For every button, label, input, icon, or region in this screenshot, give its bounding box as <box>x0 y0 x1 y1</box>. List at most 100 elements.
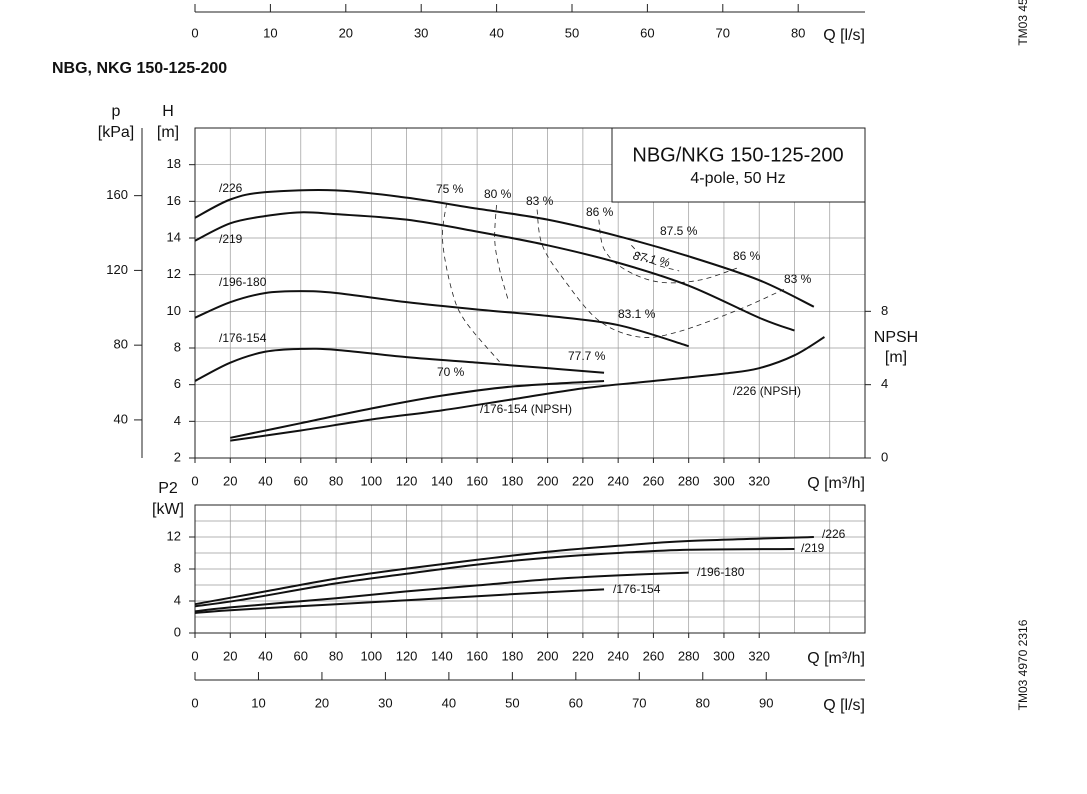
x-tick-label: 320 <box>748 648 770 663</box>
curve-label: /196-180 <box>219 275 267 289</box>
drawing-code: TM03 45 <box>1016 0 1030 46</box>
y-axis-unit: [m] <box>157 124 179 141</box>
x-tick-label: 90 <box>759 695 773 710</box>
curve <box>230 380 605 439</box>
x-tick-label: 180 <box>502 473 524 488</box>
x-tick-label: 260 <box>643 648 665 663</box>
x-tick-label: 160 <box>466 473 488 488</box>
y-tick-label: 4 <box>174 413 181 428</box>
y2-tick-label: 4 <box>881 376 888 391</box>
efficiency-curve <box>631 245 680 272</box>
curve-label: /226 (NPSH) <box>733 384 801 398</box>
efficiency-label: 87.5 % <box>660 224 698 238</box>
curve <box>194 571 689 613</box>
x-tick-label: 60 <box>294 648 308 663</box>
x-tick-label: 220 <box>572 648 594 663</box>
x-tick-label: 140 <box>431 648 453 663</box>
box-subtitle: 4-pole, 50 Hz <box>690 170 785 187</box>
efficiency-label: 86 % <box>586 205 614 219</box>
efficiency-label: 83 % <box>784 272 812 286</box>
box-title: NBG/NKG 150-125-200 <box>632 144 843 166</box>
x-tick-label: 10 <box>251 695 265 710</box>
x-axis-label: Q [m³/h] <box>807 475 865 492</box>
x-tick-label: 60 <box>640 25 654 40</box>
y-axis-unit: [kW] <box>152 501 184 518</box>
p-axis-unit: [kPa] <box>98 124 134 141</box>
plot-frame <box>194 127 866 459</box>
y2-tick-label: 8 <box>881 303 888 318</box>
x-tick-label: 20 <box>339 25 353 40</box>
curve <box>194 548 795 608</box>
x-tick-label: 120 <box>396 648 418 663</box>
p-tick-label: 160 <box>106 187 128 202</box>
y-tick-label: 10 <box>167 303 181 318</box>
x-tick-label: 0 <box>191 25 198 40</box>
curve <box>194 536 814 606</box>
curve <box>194 211 795 332</box>
x-tick-label: 200 <box>537 473 559 488</box>
y2-axis-label: NPSH <box>874 329 918 346</box>
x-tick-label: 30 <box>414 25 428 40</box>
curve-label: /226 <box>822 527 846 541</box>
x-tick-label: 300 <box>713 473 735 488</box>
efficiency-label: 80 % <box>484 187 512 201</box>
x-tick-label: 70 <box>716 25 730 40</box>
y-tick-label: 14 <box>167 229 181 244</box>
y-tick-label: 18 <box>167 156 181 171</box>
y-tick-label: 8 <box>174 560 181 575</box>
curve-label: /219 <box>801 541 825 555</box>
curve-label: /219 <box>219 232 243 246</box>
y-axis-label: H <box>162 103 174 120</box>
efficiency-label: 75 % <box>436 182 464 196</box>
x-tick-label: 100 <box>360 473 382 488</box>
x-tick-label: 40 <box>442 695 456 710</box>
x-tick-label: 70 <box>632 695 646 710</box>
x-tick-label: 0 <box>191 473 198 488</box>
x-tick-label: 280 <box>678 473 700 488</box>
x-tick-label: 280 <box>678 648 700 663</box>
y2-axis-unit: [m] <box>885 349 907 366</box>
x-tick-label: 300 <box>713 648 735 663</box>
curve-label: /196-180 <box>697 565 745 579</box>
x-tick-label: 60 <box>569 695 583 710</box>
y-tick-label: 4 <box>174 592 181 607</box>
efficiency-curve <box>442 203 500 363</box>
page-title: NBG, NKG 150-125-200 <box>52 60 227 77</box>
curve <box>194 290 689 348</box>
x-tick-label: 200 <box>537 648 559 663</box>
x-axis-label: Q [l/s] <box>823 27 865 44</box>
efficiency-label: 77.7 % <box>568 349 606 363</box>
y-tick-label: 0 <box>174 624 181 639</box>
y-tick-label: 8 <box>174 339 181 354</box>
x-tick-label: 20 <box>315 695 329 710</box>
x-tick-label: 320 <box>748 473 770 488</box>
x-tick-label: 100 <box>360 648 382 663</box>
y-tick-label: 16 <box>167 193 181 208</box>
efficiency-label: 86 % <box>733 249 761 263</box>
y-tick-label: 12 <box>167 528 181 543</box>
x-tick-label: 260 <box>643 473 665 488</box>
y-tick-label: 6 <box>174 376 181 391</box>
legend-box <box>611 127 866 203</box>
y-tick-label: 2 <box>174 449 181 464</box>
y2-tick-label: 0 <box>881 449 888 464</box>
x-tick-label: 80 <box>329 473 343 488</box>
x-tick-label: 50 <box>505 695 519 710</box>
efficiency-label: 83.1 % <box>618 307 656 321</box>
efficiency-label: 87.1 % <box>632 248 672 270</box>
curve-label: /176-154 <box>219 331 267 345</box>
x-tick-label: 240 <box>607 473 629 488</box>
curve <box>230 336 825 442</box>
x-tick-label: 220 <box>572 473 594 488</box>
efficiency-curve <box>494 204 510 303</box>
x-tick-label: 180 <box>502 648 524 663</box>
curve-label: /176-154 <box>613 582 661 596</box>
x-tick-label: 160 <box>466 648 488 663</box>
x-axis-label: Q [m³/h] <box>807 650 865 667</box>
x-tick-label: 240 <box>607 648 629 663</box>
x-tick-label: 50 <box>565 25 579 40</box>
p-tick-label: 40 <box>114 411 128 426</box>
p-tick-label: 80 <box>114 337 128 352</box>
y-tick-label: 12 <box>167 266 181 281</box>
